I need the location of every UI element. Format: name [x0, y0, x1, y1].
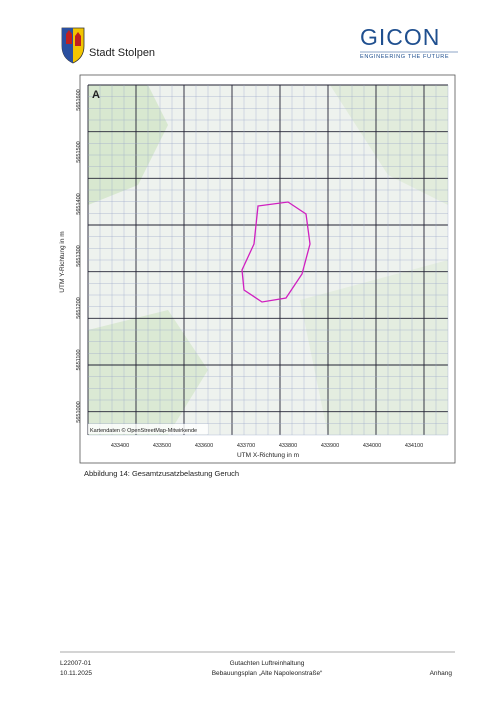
x-tick-label: 433500 [153, 443, 171, 449]
report-title: Gutachten Luftreinhaltung [230, 660, 305, 667]
x-tick-label: 434000 [363, 443, 381, 449]
section: Anhang [430, 670, 453, 677]
x-tick-label: 433900 [321, 443, 339, 449]
figure-caption: Abbildung 14: Gesamtzusatzbelastung Geru… [84, 469, 239, 478]
crest [61, 27, 85, 64]
y-tick-label: 5651500 [76, 141, 82, 162]
company-logo: GICON [360, 24, 440, 50]
x-tick-label: 433700 [237, 443, 255, 449]
x-axis-label: UTM X-Richtung in m [237, 452, 299, 459]
attribution-bg [88, 424, 208, 434]
x-tick-label: 433600 [195, 443, 213, 449]
report-subtitle: Bebauungsplan „Alte Napoleonstraße“ [212, 670, 323, 677]
y-tick-label: 5651400 [76, 193, 82, 214]
north-arrow: A [92, 89, 100, 101]
project-number: L22007-01 [60, 660, 91, 667]
map-area [330, 85, 448, 205]
company-tagline: ENGINEERING THE FUTURE [360, 54, 449, 60]
x-tick-label: 433800 [279, 443, 297, 449]
y-tick-label: 5651200 [76, 297, 82, 318]
plan-boundary [241, 201, 311, 303]
x-tick-label: 434100 [405, 443, 423, 449]
map-area [300, 260, 448, 435]
municipality: Stadt Stolpen [89, 47, 155, 59]
y-tick-label: 5651300 [76, 245, 82, 266]
x-tick-label: 433400 [111, 443, 129, 449]
date: 10.11.2025 [60, 670, 92, 677]
y-axis-label: UTM Y-Richtung in m [59, 231, 66, 292]
y-tick-label: 5651600 [76, 89, 82, 110]
grid [87, 84, 449, 436]
attribution: Kartendaten © OpenStreetMap-Mitwirkende [90, 427, 197, 434]
y-tick-label: 5651100 [76, 349, 82, 370]
y-tick-label: 5651000 [76, 401, 82, 422]
